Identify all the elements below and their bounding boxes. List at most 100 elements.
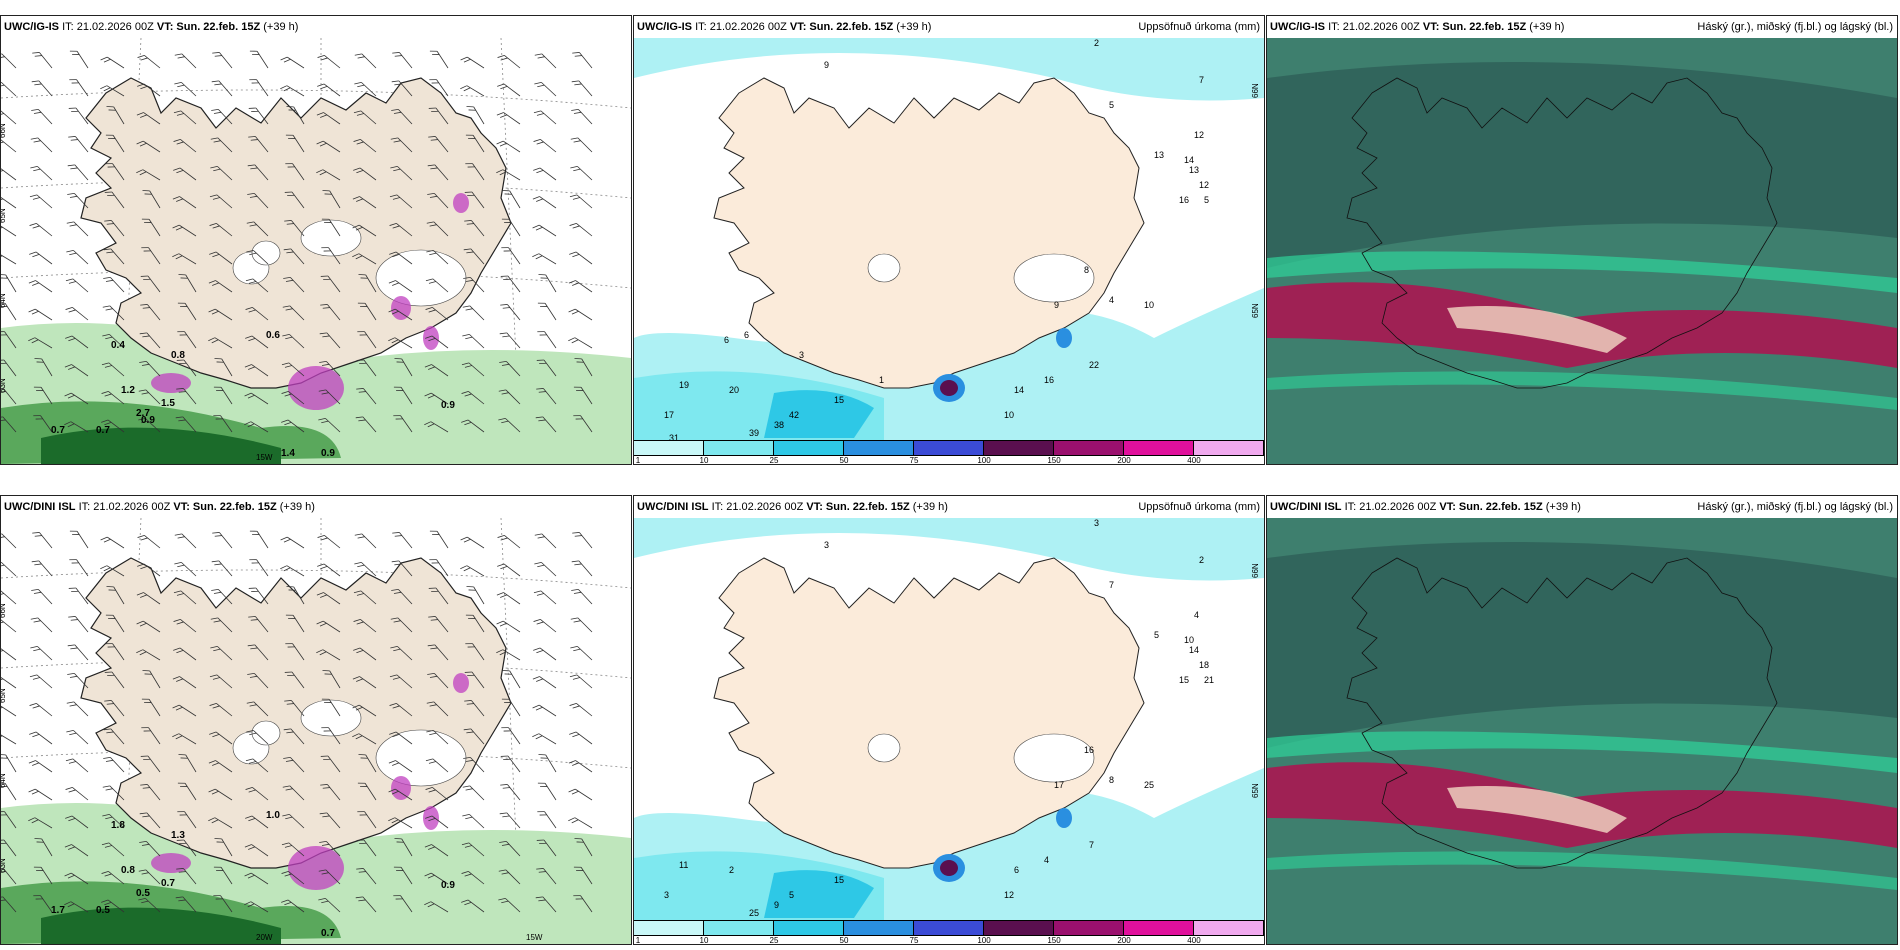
wind-barb [389,674,413,689]
wind-barb [568,308,593,321]
wind-barb [142,670,161,689]
valid-label: VT: [789,21,807,33]
wind-barb [317,563,341,577]
wind-barb [103,728,125,745]
wind-barb [534,533,557,549]
glacier [300,219,362,257]
wind-barb [245,335,269,349]
precip-value: 12 [1004,890,1014,900]
wind-barb [500,784,521,801]
wind-barb [460,56,485,69]
wind-barb [209,194,233,209]
wind-barb [66,249,89,265]
wind-barb [465,163,485,181]
wind-barb [102,305,125,321]
wind-barb [101,842,125,857]
wind-barb [280,56,305,69]
legend-tick: 200 [1117,456,1131,465]
valid-label: VT: [1422,21,1440,33]
wind-barb [249,530,269,549]
wind-barb [245,815,269,829]
wind-barb [465,643,485,661]
wind-barb [574,358,593,377]
wind-barb [391,588,413,605]
precip-value: 3 [824,540,829,550]
wind-barb [496,169,521,181]
legend-swatch [1054,441,1124,455]
wind-barb [141,247,161,265]
wind-barb [173,647,197,661]
wind-barb [568,817,593,829]
wind-barb [101,391,125,405]
wind-barb [572,532,593,549]
wind-barb [355,896,377,913]
wind-barb [461,899,485,913]
precip-value: 1.3 [171,830,185,841]
legend-swatch [634,921,704,935]
wind-barb [354,561,377,577]
lat-label: 65N [1,208,7,223]
wind-barb [352,676,377,689]
wind-barb [1,533,17,549]
precip-cell [453,193,469,213]
legend-tick: 150 [1047,936,1061,945]
wind-barb [388,788,413,801]
wind-barb [282,785,305,801]
wind-barb [100,565,125,577]
wind-barb [356,388,377,405]
wind-barb [390,137,413,153]
wind-barb [245,787,269,801]
lat-label: 66N [1,123,7,138]
precip-value: 1 [879,375,884,385]
wind-barb [537,331,557,349]
wind-barb [101,419,125,433]
wind-barb [428,136,449,153]
cloud-low [1267,371,1897,410]
wind-barb [33,866,53,885]
panel-header: UWC/DINI ISL IT: 21.02.2026 00Z VT: Sun.… [1,496,631,518]
wind-barb [208,817,233,829]
precip-value: 9 [1054,300,1059,310]
wind-barb [103,248,125,265]
precip-value: 12 [1194,130,1204,140]
wind-barb [425,278,449,293]
wind-barb [105,134,125,153]
lon-label: 20W [256,933,273,942]
wind-barb [248,587,269,605]
wind-barb [353,139,377,153]
wind-barb [247,192,269,209]
wind-barb [211,560,233,577]
wind-barb [172,253,197,265]
wind-barb [136,112,161,125]
wind-barb [532,704,557,717]
wind-barb [211,108,233,125]
legend-swatch [704,441,774,455]
precip-value: 22 [1089,360,1099,370]
wind-barb [393,386,413,405]
panel-cloud-igis: UWC/IG-IS IT: 21.02.2026 00Z VT: Sun. 22… [1266,15,1898,465]
wind-barb [499,360,521,377]
wind-barb [353,110,377,125]
wind-barb [316,112,341,125]
precip-band-dark [41,427,281,464]
wind-barb [246,249,269,265]
lead-time: (+39 h) [912,501,948,513]
wind-barb [465,134,485,153]
wind-barb [573,415,593,433]
wind-barb [102,785,125,801]
precip-value: 1.0 [266,810,280,821]
legend-swatch [774,441,844,455]
wind-barb [535,416,557,433]
wind-barb [390,617,413,633]
wind-barb [281,362,305,377]
wind-barb [141,218,161,237]
wind-barb [214,358,233,377]
valid-time: Sun. 22.feb. 15Z [809,21,894,33]
wind-barb [537,811,557,829]
wind-barb [29,223,53,237]
wind-barb [103,276,125,293]
wind-barb [392,52,413,69]
wind-barb [247,644,269,661]
wind-barb [245,758,269,773]
wind-barb [424,421,449,433]
